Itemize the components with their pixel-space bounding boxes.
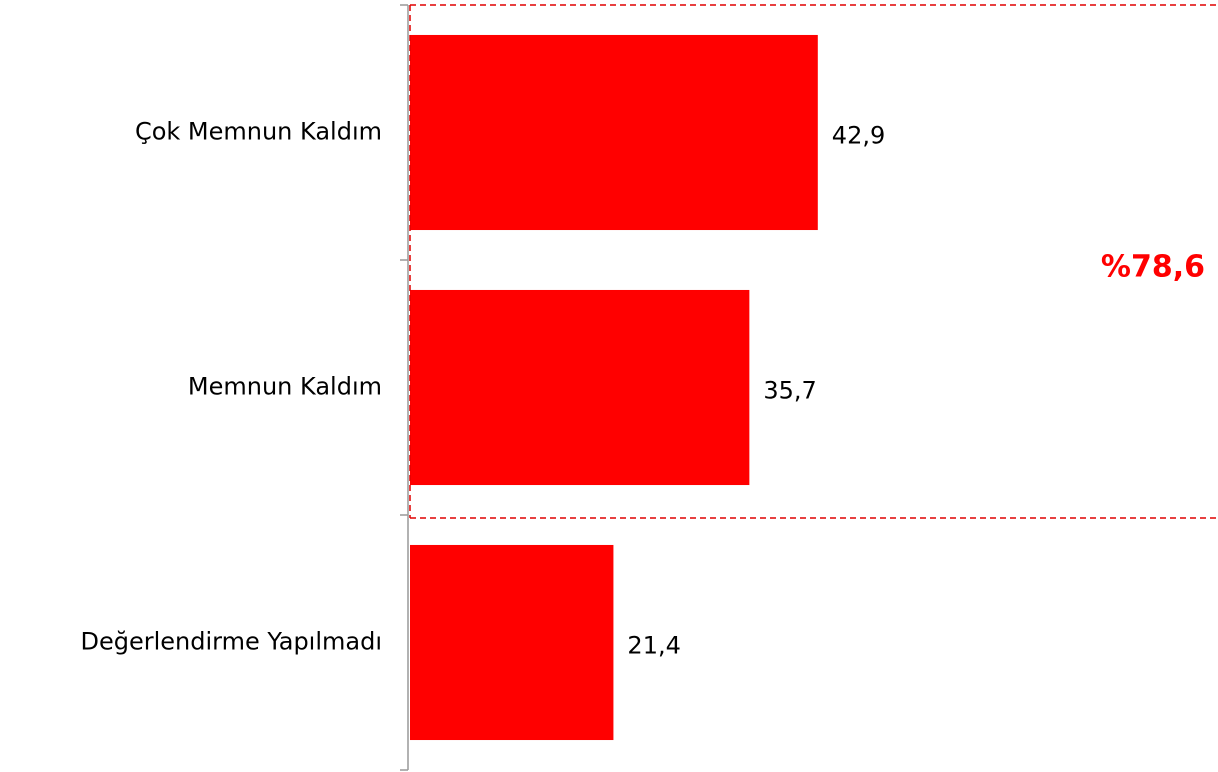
annotation: %78,6 [1101, 250, 1205, 285]
value-label: 21,4 [627, 632, 680, 660]
y-tick-label: Memnun Kaldım [188, 373, 382, 401]
y-tick-label: Çok Memnun Kaldım [135, 118, 382, 146]
bar [410, 289, 750, 486]
value-label: 35,7 [763, 377, 816, 405]
bar [410, 544, 614, 741]
value-label: 42,9 [832, 122, 885, 150]
bar [410, 34, 818, 231]
y-tick-label: Değerlendirme Yapılmadı [81, 628, 383, 656]
